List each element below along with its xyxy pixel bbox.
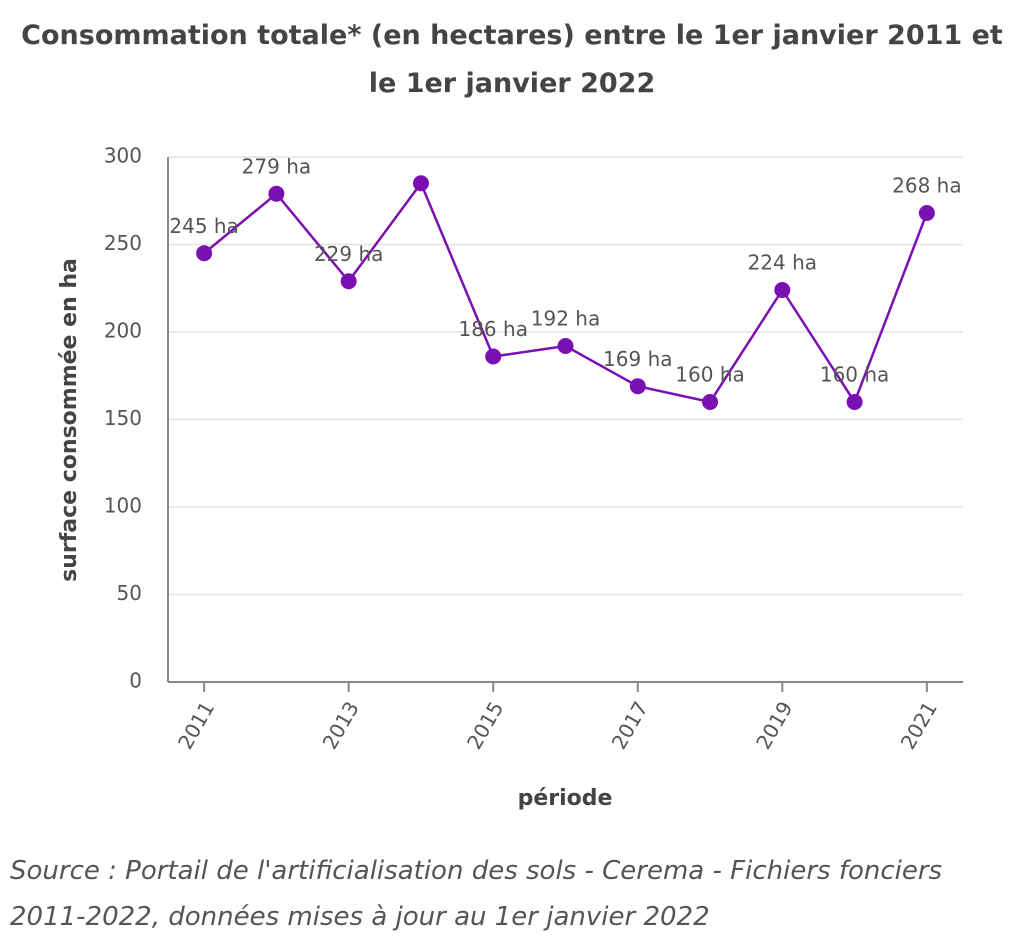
data-label: 229 ha bbox=[314, 242, 383, 266]
data-point bbox=[918, 205, 935, 221]
x-tick-label: 2021 bbox=[896, 697, 942, 753]
data-label: 279 ha bbox=[242, 154, 311, 178]
series-line bbox=[203, 180, 929, 405]
data-point bbox=[846, 394, 863, 410]
y-tick-label: 100 bbox=[104, 494, 142, 518]
chart: surface consommée en ha période 0 50 100 15… bbox=[57, 144, 963, 811]
data-point bbox=[485, 348, 502, 365]
data-point bbox=[268, 185, 285, 202]
x-tick-label: 2015 bbox=[462, 697, 508, 753]
data-label: 160 ha bbox=[675, 363, 744, 387]
source-note: Source : Portail de l'artificialisation … bbox=[10, 856, 943, 932]
data-label: 192 ha bbox=[531, 307, 600, 331]
x-tick-label: 2011 bbox=[173, 697, 219, 753]
data-point bbox=[774, 282, 791, 298]
data-label: 268 ha bbox=[892, 174, 961, 198]
x-axis-label: période bbox=[518, 786, 613, 811]
chart-title: Consommation totale* (en hectares) entre… bbox=[21, 20, 1003, 99]
y-tick-label: 200 bbox=[104, 319, 142, 343]
y-tick-label: 300 bbox=[104, 144, 142, 168]
y-axis-label: surface consommée en ha bbox=[57, 258, 82, 582]
y-tick-label: 0 bbox=[129, 669, 142, 693]
data-label: 224 ha bbox=[748, 251, 817, 275]
data-point bbox=[557, 338, 574, 354]
data-point bbox=[196, 245, 213, 262]
data-point bbox=[629, 378, 646, 395]
y-tick-label: 50 bbox=[117, 581, 142, 605]
x-tick-label: 2017 bbox=[607, 697, 653, 753]
data-label: 186 ha bbox=[458, 317, 527, 341]
y-tick-label: 250 bbox=[104, 231, 142, 255]
y-tick-label: 150 bbox=[104, 406, 142, 430]
data-point bbox=[412, 175, 429, 192]
data-point bbox=[340, 273, 357, 290]
x-tick-label: 2019 bbox=[751, 697, 797, 753]
data-label: 160 ha bbox=[820, 363, 889, 387]
data-point bbox=[702, 394, 719, 410]
x-tick-label: 2013 bbox=[318, 697, 364, 753]
data-label: 245 ha bbox=[169, 214, 238, 238]
data-label: 169 ha bbox=[603, 347, 672, 371]
